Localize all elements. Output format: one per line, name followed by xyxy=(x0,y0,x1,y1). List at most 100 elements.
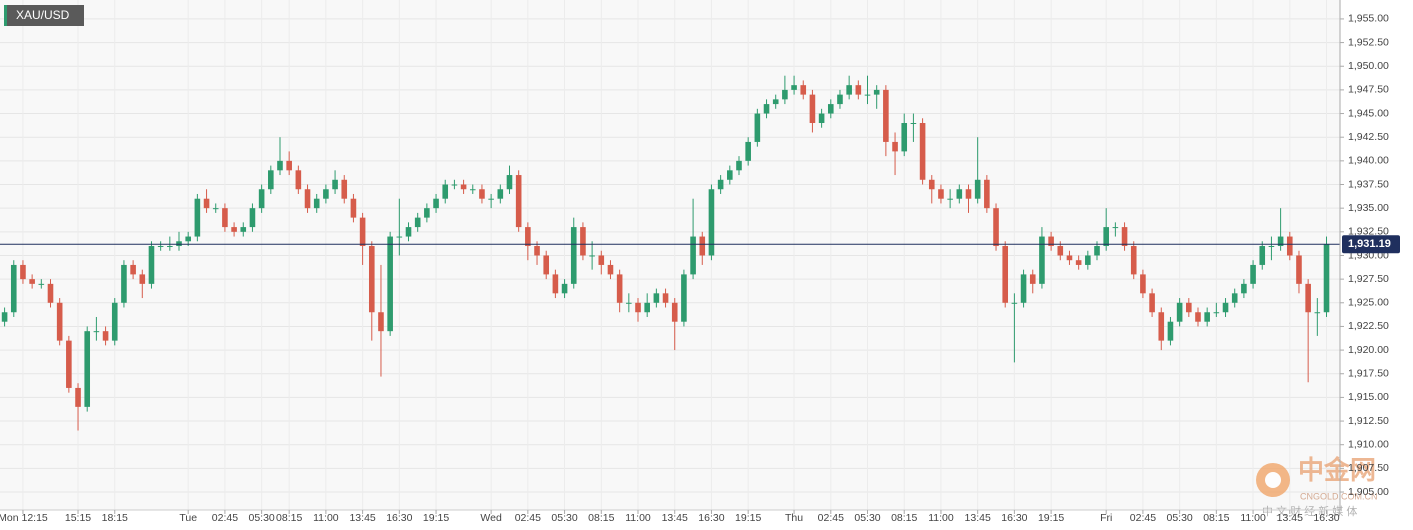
candle-body xyxy=(20,264,26,280)
candle-body xyxy=(442,184,449,199)
candle-body xyxy=(1103,227,1109,247)
candle-body xyxy=(993,208,999,247)
candle-body xyxy=(727,170,733,180)
candle-body xyxy=(29,279,35,284)
y-tick-label: 1,920.00 xyxy=(1348,344,1389,356)
candle-body xyxy=(1149,293,1155,313)
candle-body xyxy=(552,274,559,294)
candle-body xyxy=(295,170,302,190)
candle-body xyxy=(855,85,862,95)
candle-body xyxy=(745,141,751,161)
candle-body xyxy=(102,331,109,341)
y-tick-label: 1,937.50 xyxy=(1348,178,1389,190)
candle-body xyxy=(974,179,981,199)
x-tick-label: 11:00 xyxy=(928,512,954,524)
candle-body xyxy=(1039,236,1045,284)
grid xyxy=(0,0,1340,510)
candle-body xyxy=(56,302,63,341)
candle-body xyxy=(231,227,237,232)
candle-body xyxy=(782,89,788,100)
candle-body xyxy=(323,189,329,199)
candle-body xyxy=(1011,302,1018,304)
candle-body xyxy=(506,175,513,190)
x-tick-label: 16:30 xyxy=(1001,512,1027,524)
candle-body xyxy=(405,227,412,237)
y-tick-label: 1,917.50 xyxy=(1348,368,1389,380)
candle-body xyxy=(488,198,494,200)
candle-body xyxy=(387,236,393,332)
candle-body xyxy=(75,387,81,407)
x-tick-label: Wed xyxy=(480,512,502,524)
candle-body xyxy=(919,123,926,180)
candle-body xyxy=(515,175,522,228)
candle-body xyxy=(708,189,715,256)
y-tick-label: 1,915.00 xyxy=(1348,391,1389,403)
candle-body xyxy=(139,274,146,284)
candle-body xyxy=(671,302,678,322)
candle-body xyxy=(396,236,403,238)
candle-body xyxy=(791,85,797,90)
candle-body xyxy=(66,340,72,388)
candle-body xyxy=(1029,274,1036,284)
candle-body xyxy=(167,246,173,248)
candle-body xyxy=(1140,274,1146,294)
candle-body xyxy=(1213,312,1220,314)
x-tick-label: 16:30 xyxy=(698,512,724,524)
candle-body xyxy=(1121,227,1128,247)
candle-body xyxy=(1323,244,1330,313)
candle-body xyxy=(1130,246,1137,275)
candle-body xyxy=(653,293,660,303)
candle-body xyxy=(1094,246,1100,256)
candle-body xyxy=(827,104,834,114)
x-tick-label: 02:45 xyxy=(515,512,541,524)
y-tick-label: 1,935.00 xyxy=(1348,202,1389,214)
x-tick-label: 11:00 xyxy=(625,512,651,524)
candle-body xyxy=(469,189,476,191)
x-tick-label: 13:45 xyxy=(662,512,688,524)
candle-body xyxy=(249,208,256,228)
candle-body xyxy=(1,312,8,322)
x-tick-label: 11:00 xyxy=(313,512,339,524)
candle-body xyxy=(717,179,724,190)
y-tick-label: 1,925.00 xyxy=(1348,297,1389,309)
y-tick-label: 1,942.50 xyxy=(1348,131,1389,143)
candle-body xyxy=(350,198,357,218)
candle-body xyxy=(1020,274,1027,303)
candle-body xyxy=(47,283,54,303)
candle-body xyxy=(626,302,632,304)
x-tick-label: 08:15 xyxy=(891,512,917,524)
x-tick-label: Mon 12:15 xyxy=(0,512,48,524)
candle-body xyxy=(837,94,843,105)
candle-body xyxy=(1075,260,1082,265)
x-tick-label: 08:15 xyxy=(1203,512,1229,524)
y-tick-label: 1,955.00 xyxy=(1348,13,1389,25)
candle-body xyxy=(304,189,311,209)
candle-body xyxy=(965,189,972,199)
candle-body xyxy=(763,104,770,114)
x-tick-label: 13:45 xyxy=(349,512,375,524)
x-tick-label: 11:00 xyxy=(1240,512,1266,524)
candle-body xyxy=(1002,246,1009,303)
symbol-badge: XAU/USD xyxy=(4,5,84,26)
candle-body xyxy=(1305,283,1311,313)
candle-body xyxy=(38,283,45,285)
candle-body xyxy=(864,94,871,96)
candle-body xyxy=(616,274,623,303)
candle-body xyxy=(736,160,742,171)
candle-body xyxy=(240,227,247,232)
candle-body xyxy=(1085,255,1091,265)
watermark-slogan: 中 文 财 经 新 媒 体 xyxy=(1262,504,1357,518)
y-tick-label: 1,932.50 xyxy=(1348,226,1389,238)
candle-body xyxy=(662,293,669,303)
candle-body xyxy=(910,123,917,125)
candle-body xyxy=(10,264,17,313)
candle-body xyxy=(1314,312,1321,314)
badge-accent xyxy=(4,5,7,26)
candle-body xyxy=(883,89,889,142)
candle-body xyxy=(378,312,384,332)
candle-body xyxy=(1195,312,1201,322)
candle-body xyxy=(1296,255,1302,284)
candle-body xyxy=(368,246,375,313)
candle-body xyxy=(928,179,935,190)
